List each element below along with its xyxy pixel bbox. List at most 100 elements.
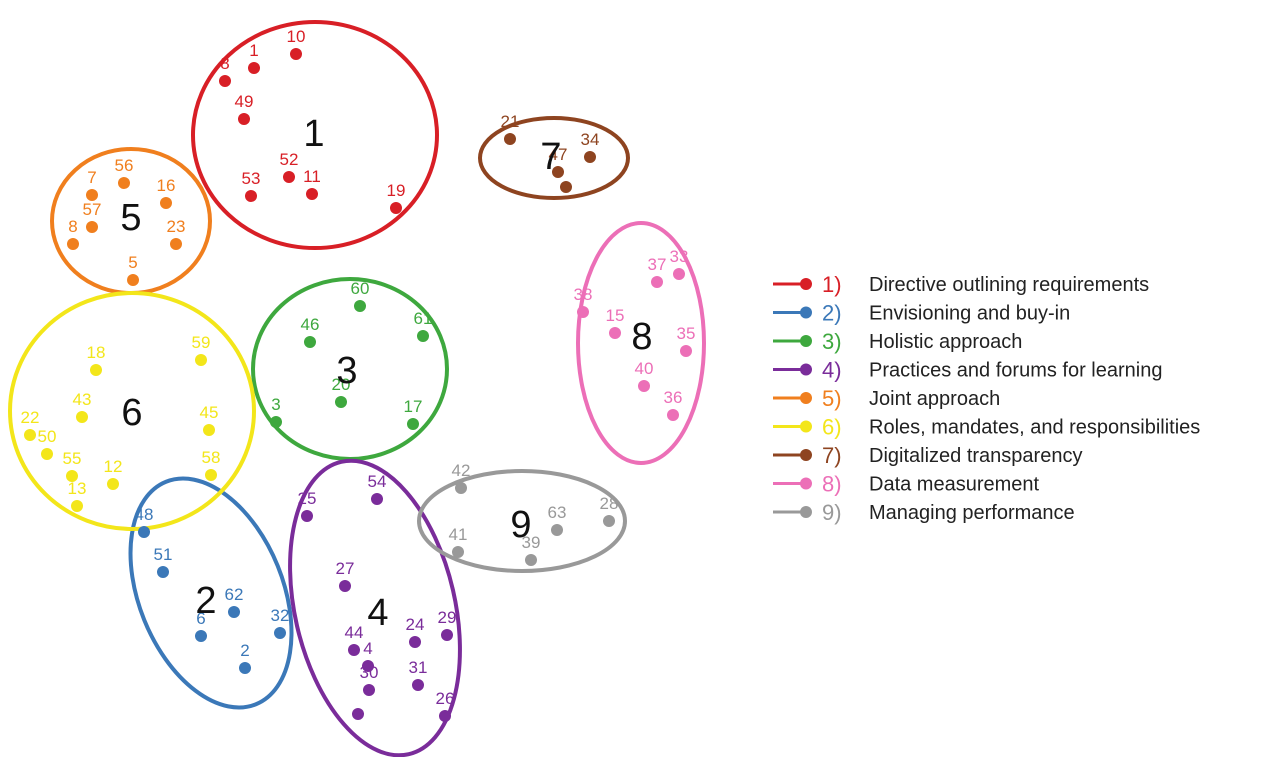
- point-label-35: 35: [677, 324, 696, 343]
- point-2-32: [274, 627, 286, 639]
- point-label-7: 7: [87, 168, 96, 187]
- point-6-55: [66, 470, 78, 482]
- point-label-26: 26: [436, 689, 455, 708]
- cluster-3-number: 3: [336, 350, 357, 392]
- point-label-25: 25: [298, 489, 317, 508]
- legend-number: 2): [822, 301, 842, 326]
- legend-swatch-dot: [800, 363, 812, 376]
- point-label-53: 53: [242, 169, 261, 188]
- legend-number: 1): [822, 272, 842, 297]
- point-label-47: 47: [549, 145, 568, 164]
- point-label-29: 29: [438, 608, 457, 627]
- point-label-51: 51: [154, 545, 173, 564]
- point-label-38: 38: [574, 285, 593, 304]
- cluster-7-number: 7: [540, 136, 561, 178]
- point-3-46: [304, 336, 316, 348]
- point-4-30: [363, 684, 375, 696]
- cluster-4-number: 4: [367, 592, 388, 634]
- legend-number: 3): [822, 329, 842, 354]
- point-3-20: [335, 396, 347, 408]
- point-label-32: 32: [271, 606, 290, 625]
- legend-number: 7): [822, 443, 842, 468]
- point-5-23: [170, 238, 182, 250]
- point-label-55: 55: [63, 449, 82, 468]
- point-label-16: 16: [157, 176, 176, 195]
- point-4-24: [409, 636, 421, 648]
- point-3-17: [407, 418, 419, 430]
- cluster-1-number: 1: [303, 113, 324, 155]
- legend-label: Data measurement: [869, 474, 1040, 496]
- point-label-28: 28: [600, 494, 619, 513]
- point-label-31: 31: [409, 658, 428, 677]
- point-4-25: [301, 510, 313, 522]
- legend-label: Holistic approach: [869, 331, 1022, 353]
- legend-number: 4): [822, 358, 842, 383]
- point-label-48: 48: [135, 505, 154, 524]
- point-label-21: 21: [501, 112, 520, 131]
- point-label-10: 10: [287, 27, 306, 46]
- legend-swatch-dot: [800, 420, 812, 433]
- point-7-47: [552, 166, 564, 178]
- point-4-54: [371, 493, 383, 505]
- point-1-52: [283, 171, 295, 183]
- legend-number: 5): [822, 386, 842, 411]
- point-label-63: 63: [548, 503, 567, 522]
- legend-label: Digitalized transparency: [869, 445, 1082, 467]
- point-label-42: 42: [452, 461, 471, 480]
- legend-swatch-dot: [800, 335, 812, 347]
- legend-label: Directive outlining requirements: [869, 274, 1149, 296]
- point-5-7: [86, 189, 98, 201]
- point-6-59: [195, 354, 207, 366]
- point-9-42: [455, 482, 467, 494]
- point-2-48: [138, 526, 150, 538]
- legend-swatch-dot: [800, 449, 812, 461]
- point-label-43: 43: [73, 390, 92, 409]
- point-6-12: [107, 478, 119, 490]
- legend-number: 8): [822, 472, 842, 497]
- point-1-11: [306, 188, 318, 200]
- point-label-62: 62: [225, 585, 244, 604]
- point-label-61: 61: [414, 309, 433, 328]
- point-label-39: 39: [522, 533, 541, 552]
- legend-swatch-dot: [800, 278, 812, 290]
- point-label-56: 56: [115, 156, 134, 175]
- point-label-50: 50: [38, 427, 57, 446]
- point-5-8: [67, 238, 79, 250]
- point-label-59: 59: [192, 333, 211, 352]
- point-label-17: 17: [404, 397, 423, 416]
- cluster-9-ellipse: [417, 469, 627, 573]
- legend-swatch-dot: [800, 506, 812, 518]
- point-label-54: 54: [368, 472, 387, 491]
- point-1-49: [238, 113, 250, 125]
- point-2-6: [195, 630, 207, 642]
- point-label-19: 19: [387, 181, 406, 200]
- point-label-22: 22: [21, 408, 40, 427]
- point-label-36: 36: [664, 388, 683, 407]
- point-label-57: 57: [83, 200, 102, 219]
- point-8-36: [667, 409, 679, 421]
- point-9-28: [603, 515, 615, 527]
- point-7-21: [504, 133, 516, 145]
- point-label-2: 2: [240, 641, 249, 660]
- point-label-11: 11: [303, 167, 321, 186]
- point-label-23: 23: [167, 217, 186, 236]
- point-8-33: [673, 268, 685, 280]
- cluster-4-ellipse: [288, 458, 462, 757]
- cluster-2-number: 2: [195, 580, 216, 622]
- point-label-40: 40: [635, 359, 654, 378]
- point-label-5: 5: [128, 253, 137, 272]
- point-6-22: [24, 429, 36, 441]
- point-5-16: [160, 197, 172, 209]
- point-8-35: [680, 345, 692, 357]
- legend-number: 6): [822, 415, 842, 440]
- cluster-6-ellipse: [8, 291, 256, 531]
- cluster-7-ellipse: [478, 116, 630, 200]
- point-label-1: 1: [249, 41, 258, 60]
- point-label-27: 27: [336, 559, 355, 578]
- point-label-4: 4: [363, 639, 372, 658]
- legend-label: Roles, mandates, and responsibilities: [869, 417, 1200, 439]
- cluster-5-number: 5: [120, 197, 141, 239]
- point-1-19: [390, 202, 402, 214]
- point-label-37: 37: [648, 255, 667, 274]
